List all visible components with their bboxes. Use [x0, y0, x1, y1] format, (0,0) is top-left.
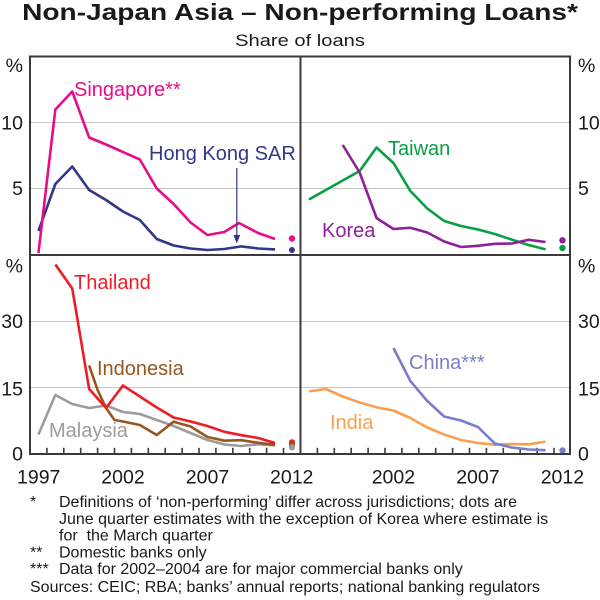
svg-text:10: 10: [1, 112, 23, 134]
svg-text:2012: 2012: [541, 467, 584, 489]
svg-text:Hong Kong SAR: Hong Kong SAR: [149, 143, 296, 165]
svg-text:Definitions of ‘non-performing: Definitions of ‘non-performing’ differ a…: [59, 494, 517, 511]
svg-text:%: %: [6, 55, 23, 77]
svg-text:India: India: [330, 412, 374, 434]
svg-text:***: ***: [30, 561, 49, 578]
svg-text:10: 10: [578, 112, 600, 134]
svg-text:%: %: [578, 256, 595, 278]
svg-text:Share of loans: Share of loans: [235, 30, 365, 49]
svg-text:June quarter estimates with th: June quarter estimates with the exceptio…: [59, 511, 548, 528]
svg-text:*: *: [30, 494, 36, 511]
svg-text:2007: 2007: [456, 467, 499, 489]
svg-text:China***: China***: [409, 352, 485, 374]
svg-text:5: 5: [12, 178, 23, 200]
svg-text:Malaysia: Malaysia: [49, 420, 129, 442]
svg-text:%: %: [6, 256, 23, 278]
svg-text:Non-Japan Asia – Non-performin: Non-Japan Asia – Non-performing Loans*: [22, 0, 578, 25]
svg-text:15: 15: [578, 379, 600, 401]
svg-text:0: 0: [12, 444, 23, 466]
svg-text:30: 30: [1, 311, 23, 333]
svg-text:Data for 2002–2004 are for maj: Data for 2002–2004 are for major commerc…: [59, 561, 463, 578]
svg-text:Singapore**: Singapore**: [74, 79, 181, 101]
svg-text:Domestic banks only: Domestic banks only: [59, 544, 207, 561]
svg-text:**: **: [30, 544, 42, 561]
svg-text:5: 5: [578, 178, 589, 200]
svg-text:Sources: CEIC; RBA; banks’ ann: Sources: CEIC; RBA; banks’ annual report…: [30, 579, 540, 596]
svg-text:Korea: Korea: [322, 220, 376, 242]
svg-text:0: 0: [578, 444, 589, 466]
svg-text:2012: 2012: [270, 467, 313, 489]
svg-text:Thailand: Thailand: [74, 272, 151, 294]
svg-text:30: 30: [578, 311, 600, 333]
svg-text:Taiwan: Taiwan: [388, 138, 450, 160]
svg-text:2007: 2007: [186, 467, 229, 489]
svg-text:2002: 2002: [372, 467, 415, 489]
svg-text:Indonesia: Indonesia: [97, 358, 185, 380]
svg-text:%: %: [578, 55, 595, 77]
svg-text:1997: 1997: [17, 467, 60, 489]
svg-text:2002: 2002: [101, 467, 144, 489]
svg-text:15: 15: [1, 379, 23, 401]
svg-text:for the March quarter: for the March quarter: [59, 528, 214, 545]
